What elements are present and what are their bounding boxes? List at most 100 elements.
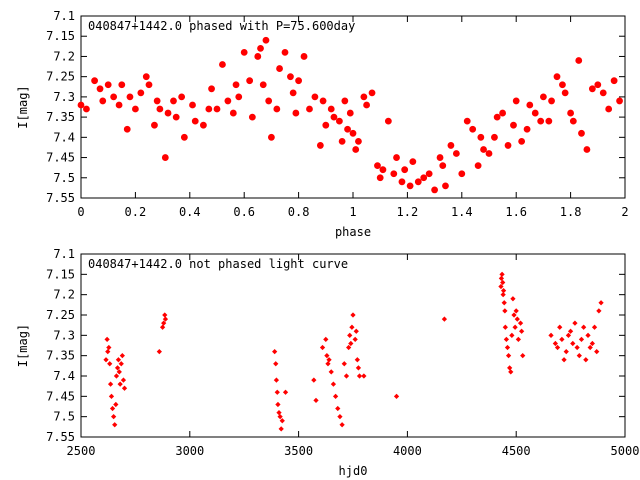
data-point (337, 414, 343, 420)
data-point (273, 361, 279, 367)
data-point (104, 81, 112, 89)
data-point (414, 178, 422, 186)
data-point (322, 121, 330, 129)
data-point (585, 332, 591, 338)
data-point (596, 308, 602, 314)
data-point (316, 142, 324, 149)
plot-title: 040847+1442.0 not phased light curve (88, 257, 348, 271)
data-point (267, 133, 275, 141)
data-point (553, 73, 561, 81)
data-point (313, 397, 319, 404)
data-point (425, 170, 433, 178)
data-point (599, 89, 607, 97)
x-tick-label: 0 (77, 205, 84, 219)
data-point (463, 117, 471, 125)
data-point (578, 129, 585, 137)
data-point (295, 77, 303, 85)
data-point (338, 137, 346, 145)
data-point (591, 324, 598, 330)
data-point (616, 97, 623, 105)
data-point (356, 373, 363, 379)
plot-1: 7.1 7.15 7.2 7.25 7.3 7.35 7.4 7.45 7.5 7.550 0.2 0… (16, 9, 629, 239)
data-point (275, 401, 281, 408)
y-tick-label: 7.15 (46, 29, 75, 43)
data-point (104, 336, 110, 343)
y-tick-label: 7.45 (46, 151, 75, 165)
data-point (289, 89, 297, 97)
y-tick-label: 7.5 (53, 171, 75, 185)
data-point (257, 44, 264, 52)
x-tick-label: 4500 (502, 444, 531, 458)
data-point (507, 365, 513, 371)
data-point (361, 373, 367, 379)
data-point (335, 405, 341, 412)
y-tick-label: 7.35 (46, 110, 75, 124)
x-tick-label: 1.8 (560, 205, 582, 219)
data-point (121, 385, 128, 391)
data-point (343, 373, 350, 379)
data-point (512, 97, 520, 105)
data-point (248, 113, 256, 121)
data-point (352, 146, 360, 153)
data-point (265, 97, 273, 105)
data-point (208, 85, 215, 93)
data-point (499, 271, 505, 277)
data-point (324, 353, 330, 359)
data-point (583, 146, 591, 153)
data-point (116, 369, 122, 375)
data-point (409, 158, 417, 166)
data-point (107, 381, 114, 387)
data-point (110, 93, 118, 101)
data-point (339, 422, 345, 428)
data-point (161, 154, 169, 161)
data-point (83, 105, 90, 113)
data-point (278, 426, 284, 432)
data-point (96, 85, 104, 93)
data-point (500, 279, 506, 286)
data-point (504, 142, 512, 149)
y-tick-label: 7.25 (46, 308, 75, 322)
data-point (447, 142, 455, 149)
data-point (572, 320, 578, 326)
y-tick-label: 7.4 (53, 130, 75, 144)
data-point (502, 324, 508, 330)
y-tick-label: 7.55 (46, 430, 75, 444)
data-point (401, 166, 409, 174)
data-point (172, 113, 180, 121)
y-tick-label: 7.15 (46, 267, 75, 281)
data-point (561, 357, 567, 363)
data-point (123, 125, 131, 133)
data-point (552, 340, 558, 347)
data-point (578, 336, 585, 343)
data-point (598, 300, 604, 306)
data-point (518, 137, 526, 145)
data-point (513, 308, 519, 314)
data-point (503, 336, 510, 343)
data-point (559, 336, 565, 343)
data-point (262, 36, 270, 44)
data-point (502, 308, 508, 314)
data-point (587, 344, 593, 351)
data-point (170, 97, 177, 105)
x-tick-label: 1.4 (451, 205, 473, 219)
data-point (605, 105, 613, 113)
data-point (441, 316, 448, 322)
data-point (594, 81, 602, 89)
data-point (360, 93, 368, 101)
data-point (540, 93, 547, 101)
y-tick-label: 7.2 (53, 49, 75, 63)
data-point (335, 117, 343, 125)
data-point (282, 389, 289, 395)
data-point (341, 361, 347, 367)
data-point (554, 344, 561, 351)
data-point (583, 357, 589, 363)
data-point (103, 357, 109, 363)
data-point (548, 97, 555, 105)
data-point (349, 129, 357, 137)
data-point (229, 109, 237, 117)
data-point (235, 93, 243, 101)
data-point (118, 81, 126, 89)
data-point (153, 97, 161, 105)
x-tick-label: 3500 (284, 444, 313, 458)
data-point (254, 53, 262, 60)
